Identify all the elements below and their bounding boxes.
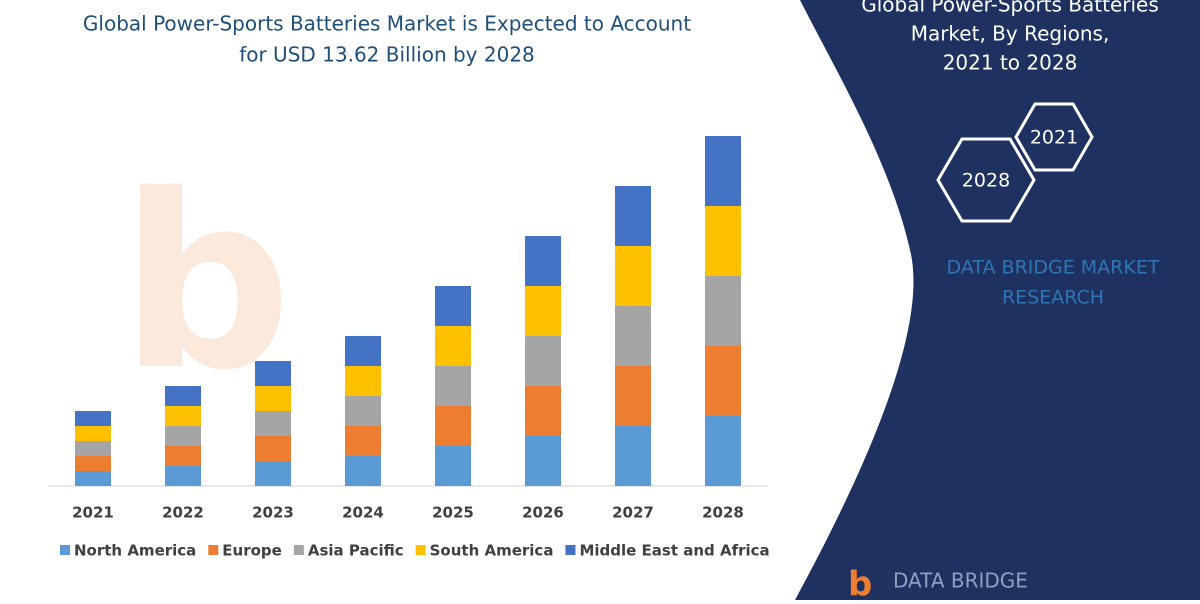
bar-segment — [435, 366, 471, 406]
bar-segment — [615, 366, 651, 426]
side-panel — [795, 0, 1200, 600]
hexagon — [936, 137, 1036, 223]
legend-label: North America — [74, 542, 196, 560]
panel-title: Market, By Regions, — [911, 22, 1110, 46]
legend-swatch — [60, 545, 70, 555]
bar-segment — [165, 446, 201, 466]
bar-segment — [525, 386, 561, 436]
legend-swatch — [293, 545, 304, 555]
x-tick-label: 2024 — [342, 504, 384, 522]
legend-label: Asia Pacific — [308, 542, 404, 560]
hex-label: 2028 — [962, 170, 1010, 192]
bar-segment — [525, 236, 561, 286]
x-tick-label: 2027 — [612, 504, 654, 522]
chart-title: for USD 13.62 Billion by 2028 — [239, 43, 535, 67]
bar-segment — [75, 426, 111, 441]
bar-segment — [435, 446, 471, 486]
bar-segment — [615, 306, 651, 366]
x-tick-label: 2028 — [702, 504, 744, 522]
x-tick-label: 2021 — [72, 504, 114, 522]
bar-segment — [525, 436, 561, 486]
bar-segment — [705, 416, 741, 486]
bar-segment — [615, 246, 651, 306]
legend-swatch — [208, 545, 219, 555]
bar-segment — [255, 461, 291, 486]
bar-segment — [615, 186, 651, 246]
bar-segment — [435, 326, 471, 366]
legend-swatch — [415, 545, 426, 555]
bar-segment — [75, 441, 111, 456]
bar-segment — [255, 361, 291, 386]
bar-segment — [75, 411, 111, 426]
bar-segment — [435, 406, 471, 446]
bar-segment — [345, 396, 381, 426]
panel-title: Global Power-Sports Batteries — [861, 0, 1159, 17]
x-tick-label: 2022 — [162, 504, 204, 522]
bar-segment — [525, 286, 561, 336]
chart-title: Global Power-Sports Batteries Market is … — [83, 12, 691, 36]
logo-text: DATA BRIDGE — [893, 569, 1028, 593]
legend-swatch — [565, 545, 576, 555]
x-tick-label: 2025 — [432, 504, 474, 522]
bar-segment — [75, 471, 111, 486]
bar-segment — [345, 456, 381, 486]
bar-segment — [255, 386, 291, 411]
bar-segment — [345, 426, 381, 456]
bar-segment — [345, 366, 381, 396]
bar-segment — [435, 286, 471, 326]
bar-segment — [255, 436, 291, 461]
bar-segment — [165, 406, 201, 426]
legend-label: Middle East and Africa — [579, 542, 769, 560]
x-tick-label: 2023 — [252, 504, 294, 522]
hex-label: 2021 — [1030, 127, 1078, 149]
bar-segment — [165, 386, 201, 406]
bar-segment — [705, 276, 741, 346]
bar-segment — [165, 426, 201, 446]
brand-text: RESEARCH — [1002, 287, 1104, 309]
bar-segment — [705, 206, 741, 276]
bar-segment — [165, 466, 201, 486]
bar-segment — [615, 426, 651, 486]
brand-text: DATA BRIDGE MARKET — [947, 257, 1160, 279]
bar-segment — [255, 411, 291, 436]
logo-mark: b — [848, 565, 872, 601]
bar-segment — [705, 346, 741, 416]
bar-segment — [75, 456, 111, 471]
hexagon — [1014, 102, 1094, 172]
legend-label: Europe — [222, 542, 282, 560]
x-tick-label: 2026 — [522, 504, 564, 522]
bar-segment — [705, 136, 741, 206]
bar-segment — [345, 336, 381, 366]
legend-label: South America — [430, 542, 554, 560]
bar-segment — [525, 336, 561, 386]
panel-title: 2021 to 2028 — [943, 51, 1078, 75]
